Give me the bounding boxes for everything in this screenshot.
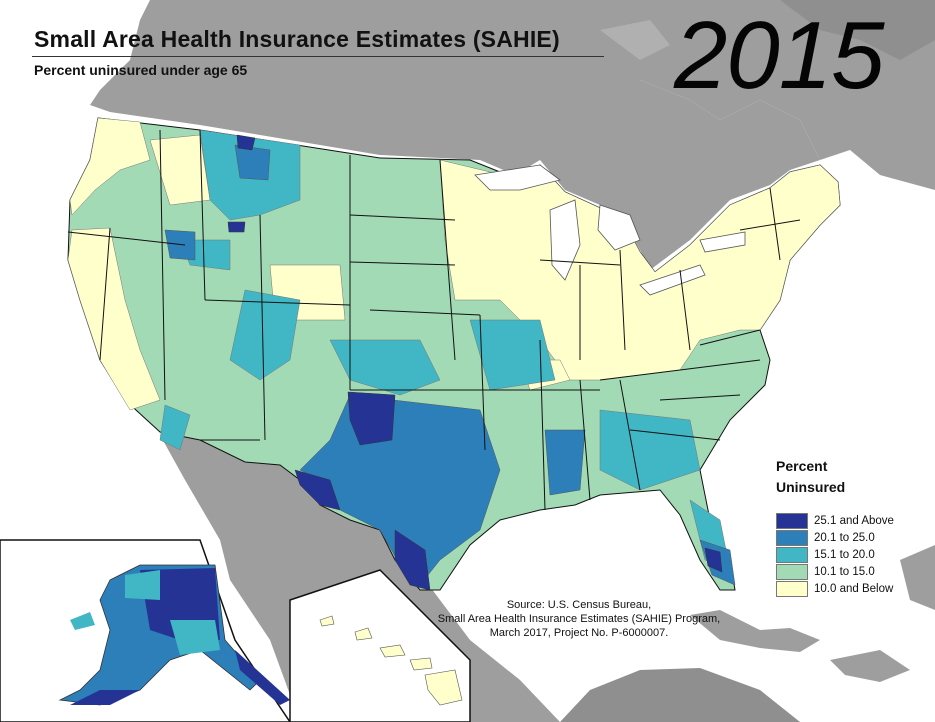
legend-label: 20.1 to 25.0 [814,531,875,544]
map-title: Small Area Health Insurance Estimates (S… [34,26,560,52]
year-label: 2015 [674,2,885,109]
great-lakes [474,164,746,296]
legend-label: 25.1 and Above [814,514,894,527]
source-line-2: Small Area Health Insurance Estimates (S… [437,613,721,625]
legend-swatch [776,580,808,597]
source-line-1: Source: U.S. Census Bureau, [506,599,652,611]
hawaii-inset [289,569,471,722]
region-highest [227,134,723,591]
legend-label: 15.1 to 20.0 [814,548,875,561]
state-borders [67,129,801,511]
title-underline [32,56,604,57]
alaska-inset [0,539,291,722]
legend-items: 25.1 and Above 20.1 to 25.0 15.1 to 20.0… [776,512,916,597]
legend-item: 15.1 to 20.0 [776,546,916,563]
legend-label: 10.1 to 15.0 [814,565,875,578]
source-note: Source: U.S. Census Bureau, Small Area H… [424,598,734,640]
legend-item: 25.1 and Above [776,512,916,529]
legend-item: 10.0 and Below [776,580,916,597]
map-subtitle: Percent uninsured under age 65 [34,62,248,78]
legend: Percent Uninsured 25.1 and Above 20.1 to… [776,456,916,597]
legend-swatch [776,512,808,529]
legend-swatch [776,563,808,580]
legend-item: 20.1 to 25.0 [776,529,916,546]
legend-swatch [776,546,808,563]
legend-title-line1: Percent [776,458,828,474]
legend-item: 10.1 to 15.0 [776,563,916,580]
legend-title-line2: Uninsured [776,479,846,495]
source-line-3: March 2017, Project No. P-6000007. [489,627,669,639]
legend-swatch [776,529,808,546]
legend-label: 10.0 and Below [814,582,894,595]
